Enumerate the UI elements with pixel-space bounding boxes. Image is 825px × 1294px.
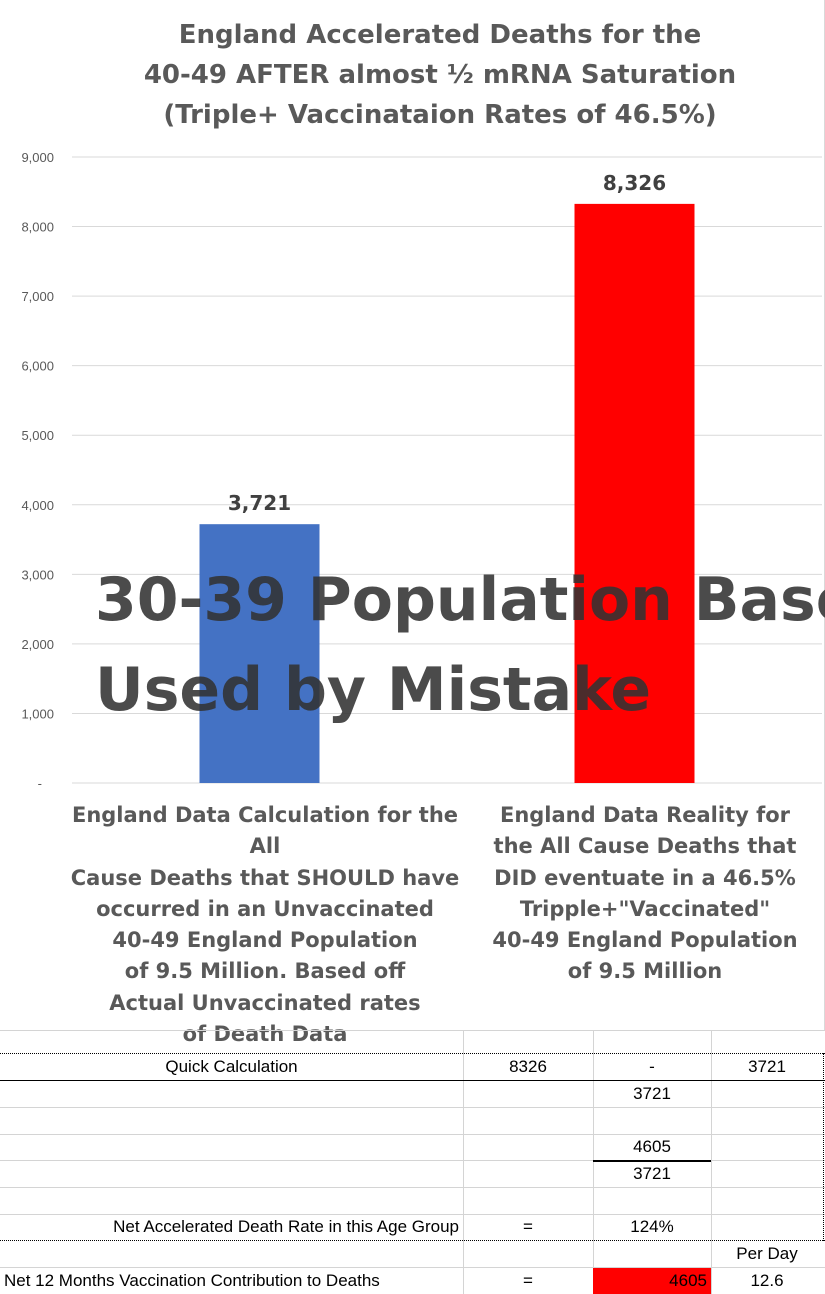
cell-total-deaths: 8326 [509, 1057, 547, 1076]
data-label-0: 3,721 [228, 491, 291, 515]
y-tick-label: 3,000 [21, 567, 54, 582]
row-divider [0, 1267, 825, 1268]
row-divider-dotted [0, 1240, 825, 1241]
category-label-line: Cause Deaths that SHOULD have [70, 865, 460, 890]
y-tick-label: 2,000 [21, 637, 54, 652]
cell-difference: 4605 [633, 1137, 671, 1156]
row-divider [0, 1030, 825, 1031]
highlight-cell [593, 1268, 711, 1294]
bar-0 [199, 524, 320, 783]
net-rate-label: Net Accelerated Death Rate in this Age G… [113, 1217, 459, 1236]
net-rate-value: 124% [630, 1217, 674, 1236]
row-divider [0, 1107, 825, 1108]
column-divider [711, 1030, 712, 1294]
row-divider [0, 1080, 825, 1081]
subtraction-line [593, 1160, 711, 1162]
bar-1 [574, 203, 695, 784]
category-label-line: 40-49 England Population [492, 928, 798, 953]
row-divider [0, 1214, 825, 1215]
row-divider [0, 1134, 825, 1135]
quick-calculation-table: Quick Calculation 8326 - 3721 3721 4605 … [0, 1030, 825, 1294]
table-border-dotted [823, 1053, 824, 1241]
category-label-line: Tripple+"Vaccinated" [519, 896, 771, 921]
net-12-months-per-day: 12.6 [750, 1271, 784, 1290]
cell-denominator: 3721 [633, 1164, 671, 1183]
category-label-calculation: England Data Calculation for the All Caus… [65, 800, 465, 1050]
category-label-line: of Death Data [182, 1022, 348, 1047]
net-rate-equals: = [523, 1217, 533, 1236]
y-tick-label: 1,000 [21, 706, 54, 721]
y-tick-label: 5,000 [21, 428, 54, 443]
category-label-line: England Data Calculation for the All [71, 803, 459, 859]
column-divider [463, 1030, 464, 1294]
y-tick-label: 7,000 [21, 289, 54, 304]
quick-calculation-label: Quick Calculation [165, 1057, 298, 1076]
y-tick-label: 6,000 [21, 359, 54, 374]
chart-area: England Accelerated Deaths for the 40-49… [21, 0, 825, 1046]
cell-minus-sign: - [649, 1057, 655, 1076]
row-divider [0, 1187, 825, 1188]
cell-expected-deaths: 3721 [748, 1057, 786, 1076]
net-12-months-label: Net 12 Months Vaccination Contribution t… [4, 1271, 380, 1290]
net-12-months-equals: = [523, 1271, 533, 1290]
category-label-line: England Data Reality for [499, 803, 791, 827]
y-tick-label: 8,000 [21, 220, 54, 235]
category-label-line: occurred in an Unvaccinated [96, 896, 434, 921]
column-divider [593, 1030, 594, 1294]
net-12-months-value: 4605 [669, 1271, 707, 1290]
y-tick-label: 9,000 [21, 150, 54, 165]
category-label-line: Actual Unvaccinated rates [109, 990, 421, 1015]
y-tick-label: - [38, 776, 42, 791]
category-label-line: 40-49 England Population [112, 928, 418, 953]
category-label-line: DID eventuate in a 46.5% [494, 865, 796, 890]
chart-title-line-1: England Accelerated Deaths for the [178, 20, 702, 50]
category-label-line: of 9.5 Million. Based off [124, 959, 406, 984]
overlay-text-line-1: 30-39 Population Base [95, 565, 825, 635]
cell-divisor: 3721 [633, 1084, 671, 1103]
category-label-line: of 9.5 Million [567, 959, 723, 984]
row-divider-dotted [0, 1053, 825, 1054]
overlay-text-line-2: Used by Mistake [95, 655, 652, 725]
category-label-reality: England Data Reality for the All Cause De… [445, 800, 825, 988]
bar-chart-plot: - 1,000 2,000 3,000 4,000 5,000 6,000 7,000 8,00… [21, 150, 822, 791]
data-label-1: 8,326 [603, 171, 666, 195]
chart-title-line-3: (Triple+ Vaccinataion Rates of 46.5%) [163, 100, 717, 130]
y-tick-label: 4,000 [21, 498, 54, 513]
row-divider [0, 1160, 825, 1161]
per-day-label: Per Day [736, 1244, 798, 1263]
category-label-line: the All Cause Deaths that [493, 834, 797, 859]
chart-title-line-2: 40-49 AFTER almost ½ mRNA Saturation [143, 60, 737, 90]
